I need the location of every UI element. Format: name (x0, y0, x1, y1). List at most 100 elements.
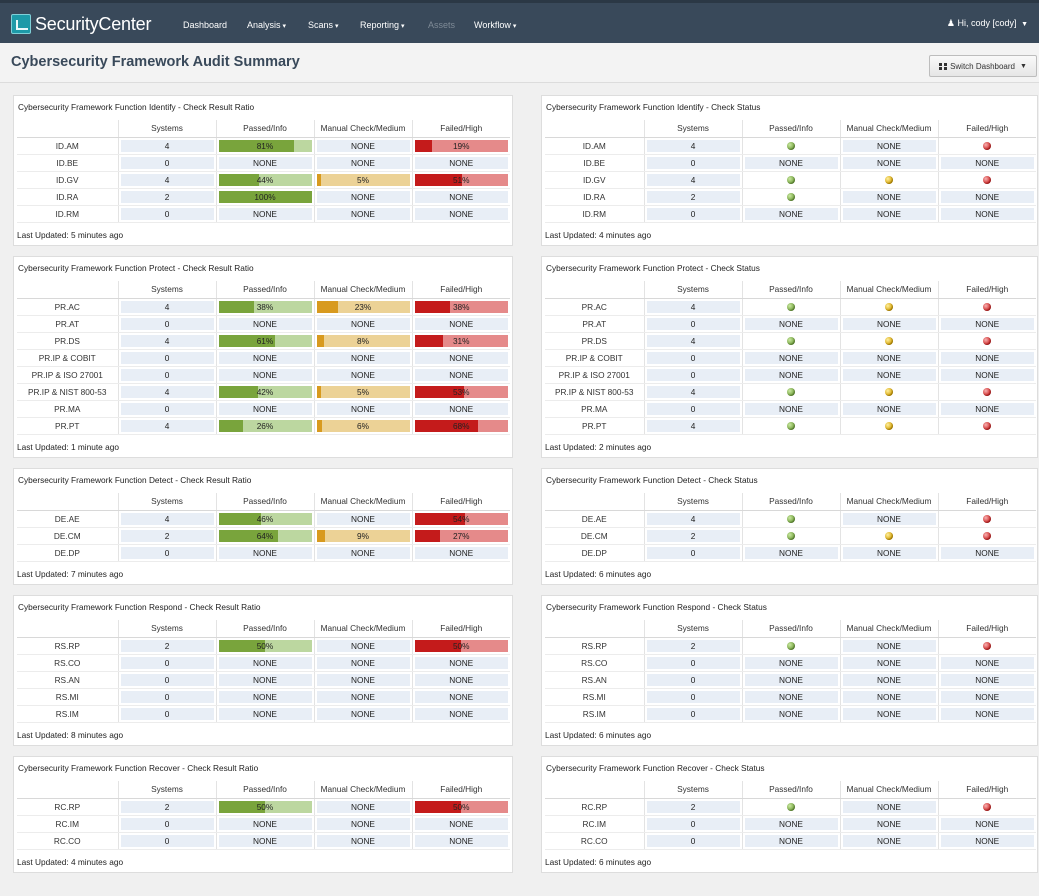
manual-cell[interactable]: NONE (839, 400, 938, 418)
table-row[interactable]: RS.CO 0 NONE NONE NONE (545, 654, 1036, 672)
table-row[interactable]: PR.IP & COBIT 0 NONE NONE NONE (545, 349, 1036, 367)
table-row[interactable]: ID.GV 4 44% 5% 51% (17, 171, 510, 189)
passed-cell[interactable]: 50% (215, 637, 314, 655)
failed-cell[interactable]: NONE (937, 705, 1036, 723)
passed-cell[interactable]: NONE (215, 349, 314, 367)
manual-cell[interactable]: NONE (313, 188, 412, 206)
passed-cell[interactable]: NONE (741, 154, 840, 172)
failed-cell[interactable]: NONE (937, 688, 1036, 706)
manual-cell[interactable]: NONE (313, 315, 412, 333)
manual-cell[interactable]: NONE (839, 137, 938, 155)
column-header[interactable]: Failed/High (937, 781, 1036, 799)
column-header[interactable]: Passed/Info (741, 620, 840, 638)
manual-cell[interactable]: NONE (313, 637, 412, 655)
manual-cell[interactable]: NONE (839, 798, 938, 816)
passed-cell[interactable]: NONE (741, 366, 840, 384)
passed-cell[interactable]: 81% (215, 137, 314, 155)
manual-cell[interactable]: NONE (313, 205, 412, 223)
passed-cell[interactable]: NONE (215, 654, 314, 672)
manual-cell[interactable]: NONE (839, 832, 938, 850)
manual-cell[interactable]: NONE (839, 544, 938, 562)
passed-cell[interactable] (741, 798, 840, 816)
passed-cell[interactable]: NONE (215, 366, 314, 384)
manual-cell[interactable]: 9% (313, 527, 412, 545)
manual-cell[interactable]: NONE (313, 705, 412, 723)
column-header[interactable]: Systems (117, 781, 216, 799)
manual-cell[interactable]: NONE (313, 137, 412, 155)
manual-cell[interactable]: NONE (313, 815, 412, 833)
column-header[interactable]: Failed/High (411, 493, 510, 511)
table-row[interactable]: RS.IM 0 NONE NONE NONE (545, 705, 1036, 723)
table-row[interactable]: PR.PT 4 26% 6% 68% (17, 417, 510, 435)
table-row[interactable]: RC.RP 2 50% NONE 50% (17, 798, 510, 816)
table-row[interactable]: RS.RP 2 50% NONE 50% (17, 637, 510, 655)
failed-cell[interactable] (937, 383, 1036, 401)
manual-cell[interactable]: NONE (839, 188, 938, 206)
failed-cell[interactable]: NONE (937, 188, 1036, 206)
column-header[interactable]: Manual Check/Medium (313, 620, 412, 638)
manual-cell[interactable]: NONE (313, 154, 412, 172)
user-menu[interactable]: ♟ Hi, cody [cody] ▼ (947, 18, 1028, 29)
manual-cell[interactable]: NONE (313, 510, 412, 528)
passed-cell[interactable]: NONE (741, 544, 840, 562)
failed-cell[interactable]: 51% (411, 171, 510, 189)
table-row[interactable]: RC.RP 2 NONE (545, 798, 1036, 816)
passed-cell[interactable]: 46% (215, 510, 314, 528)
column-header[interactable]: Passed/Info (215, 620, 314, 638)
table-row[interactable]: ID.AM 4 NONE (545, 137, 1036, 155)
manual-cell[interactable] (839, 527, 938, 545)
passed-cell[interactable] (741, 137, 840, 155)
column-header[interactable]: Passed/Info (215, 120, 314, 138)
failed-cell[interactable] (937, 417, 1036, 435)
switch-dashboard-button[interactable]: Switch Dashboard ▼ (929, 55, 1037, 77)
table-row[interactable]: ID.RA 2 100% NONE NONE (17, 188, 510, 206)
manual-cell[interactable]: NONE (839, 510, 938, 528)
table-row[interactable]: RS.IM 0 NONE NONE NONE (17, 705, 510, 723)
failed-cell[interactable] (937, 137, 1036, 155)
failed-cell[interactable]: NONE (411, 815, 510, 833)
manual-cell[interactable] (839, 332, 938, 350)
table-row[interactable]: PR.IP & COBIT 0 NONE NONE NONE (17, 349, 510, 367)
manual-cell[interactable] (839, 298, 938, 316)
table-row[interactable]: DE.CM 2 (545, 527, 1036, 545)
passed-cell[interactable]: NONE (741, 654, 840, 672)
nav-analysis[interactable]: Analysis ▾ (247, 20, 286, 30)
passed-cell[interactable]: NONE (741, 400, 840, 418)
failed-cell[interactable]: NONE (937, 832, 1036, 850)
passed-cell[interactable] (741, 188, 840, 206)
column-header[interactable]: Passed/Info (741, 281, 840, 299)
table-row[interactable]: DE.AE 4 NONE (545, 510, 1036, 528)
passed-cell[interactable] (741, 332, 840, 350)
manual-cell[interactable]: 5% (313, 383, 412, 401)
manual-cell[interactable]: NONE (313, 654, 412, 672)
failed-cell[interactable] (937, 637, 1036, 655)
column-header[interactable]: Systems (643, 493, 742, 511)
manual-cell[interactable]: NONE (839, 671, 938, 689)
manual-cell[interactable]: NONE (313, 671, 412, 689)
passed-cell[interactable] (741, 383, 840, 401)
column-header[interactable]: Systems (643, 781, 742, 799)
manual-cell[interactable]: 23% (313, 298, 412, 316)
column-header[interactable]: Passed/Info (741, 120, 840, 138)
table-row[interactable]: ID.RM 0 NONE NONE NONE (17, 205, 510, 223)
column-header[interactable]: Passed/Info (215, 781, 314, 799)
column-header[interactable]: Systems (643, 620, 742, 638)
column-header[interactable]: Manual Check/Medium (839, 781, 938, 799)
column-header[interactable]: Failed/High (411, 620, 510, 638)
passed-cell[interactable]: NONE (741, 205, 840, 223)
table-row[interactable]: ID.AM 4 81% NONE 19% (17, 137, 510, 155)
manual-cell[interactable]: NONE (313, 349, 412, 367)
failed-cell[interactable]: NONE (411, 654, 510, 672)
column-header[interactable]: Failed/High (937, 120, 1036, 138)
table-row[interactable]: PR.AC 4 38% 23% 38% (17, 298, 510, 316)
passed-cell[interactable]: NONE (741, 815, 840, 833)
table-row[interactable]: RS.MI 0 NONE NONE NONE (17, 688, 510, 706)
nav-scans[interactable]: Scans ▾ (308, 20, 339, 30)
failed-cell[interactable]: NONE (411, 154, 510, 172)
column-header[interactable]: Failed/High (937, 281, 1036, 299)
manual-cell[interactable]: NONE (839, 366, 938, 384)
table-row[interactable]: PR.AC 4 (545, 298, 1036, 316)
manual-cell[interactable] (839, 383, 938, 401)
failed-cell[interactable]: NONE (411, 671, 510, 689)
table-row[interactable]: RC.IM 0 NONE NONE NONE (545, 815, 1036, 833)
